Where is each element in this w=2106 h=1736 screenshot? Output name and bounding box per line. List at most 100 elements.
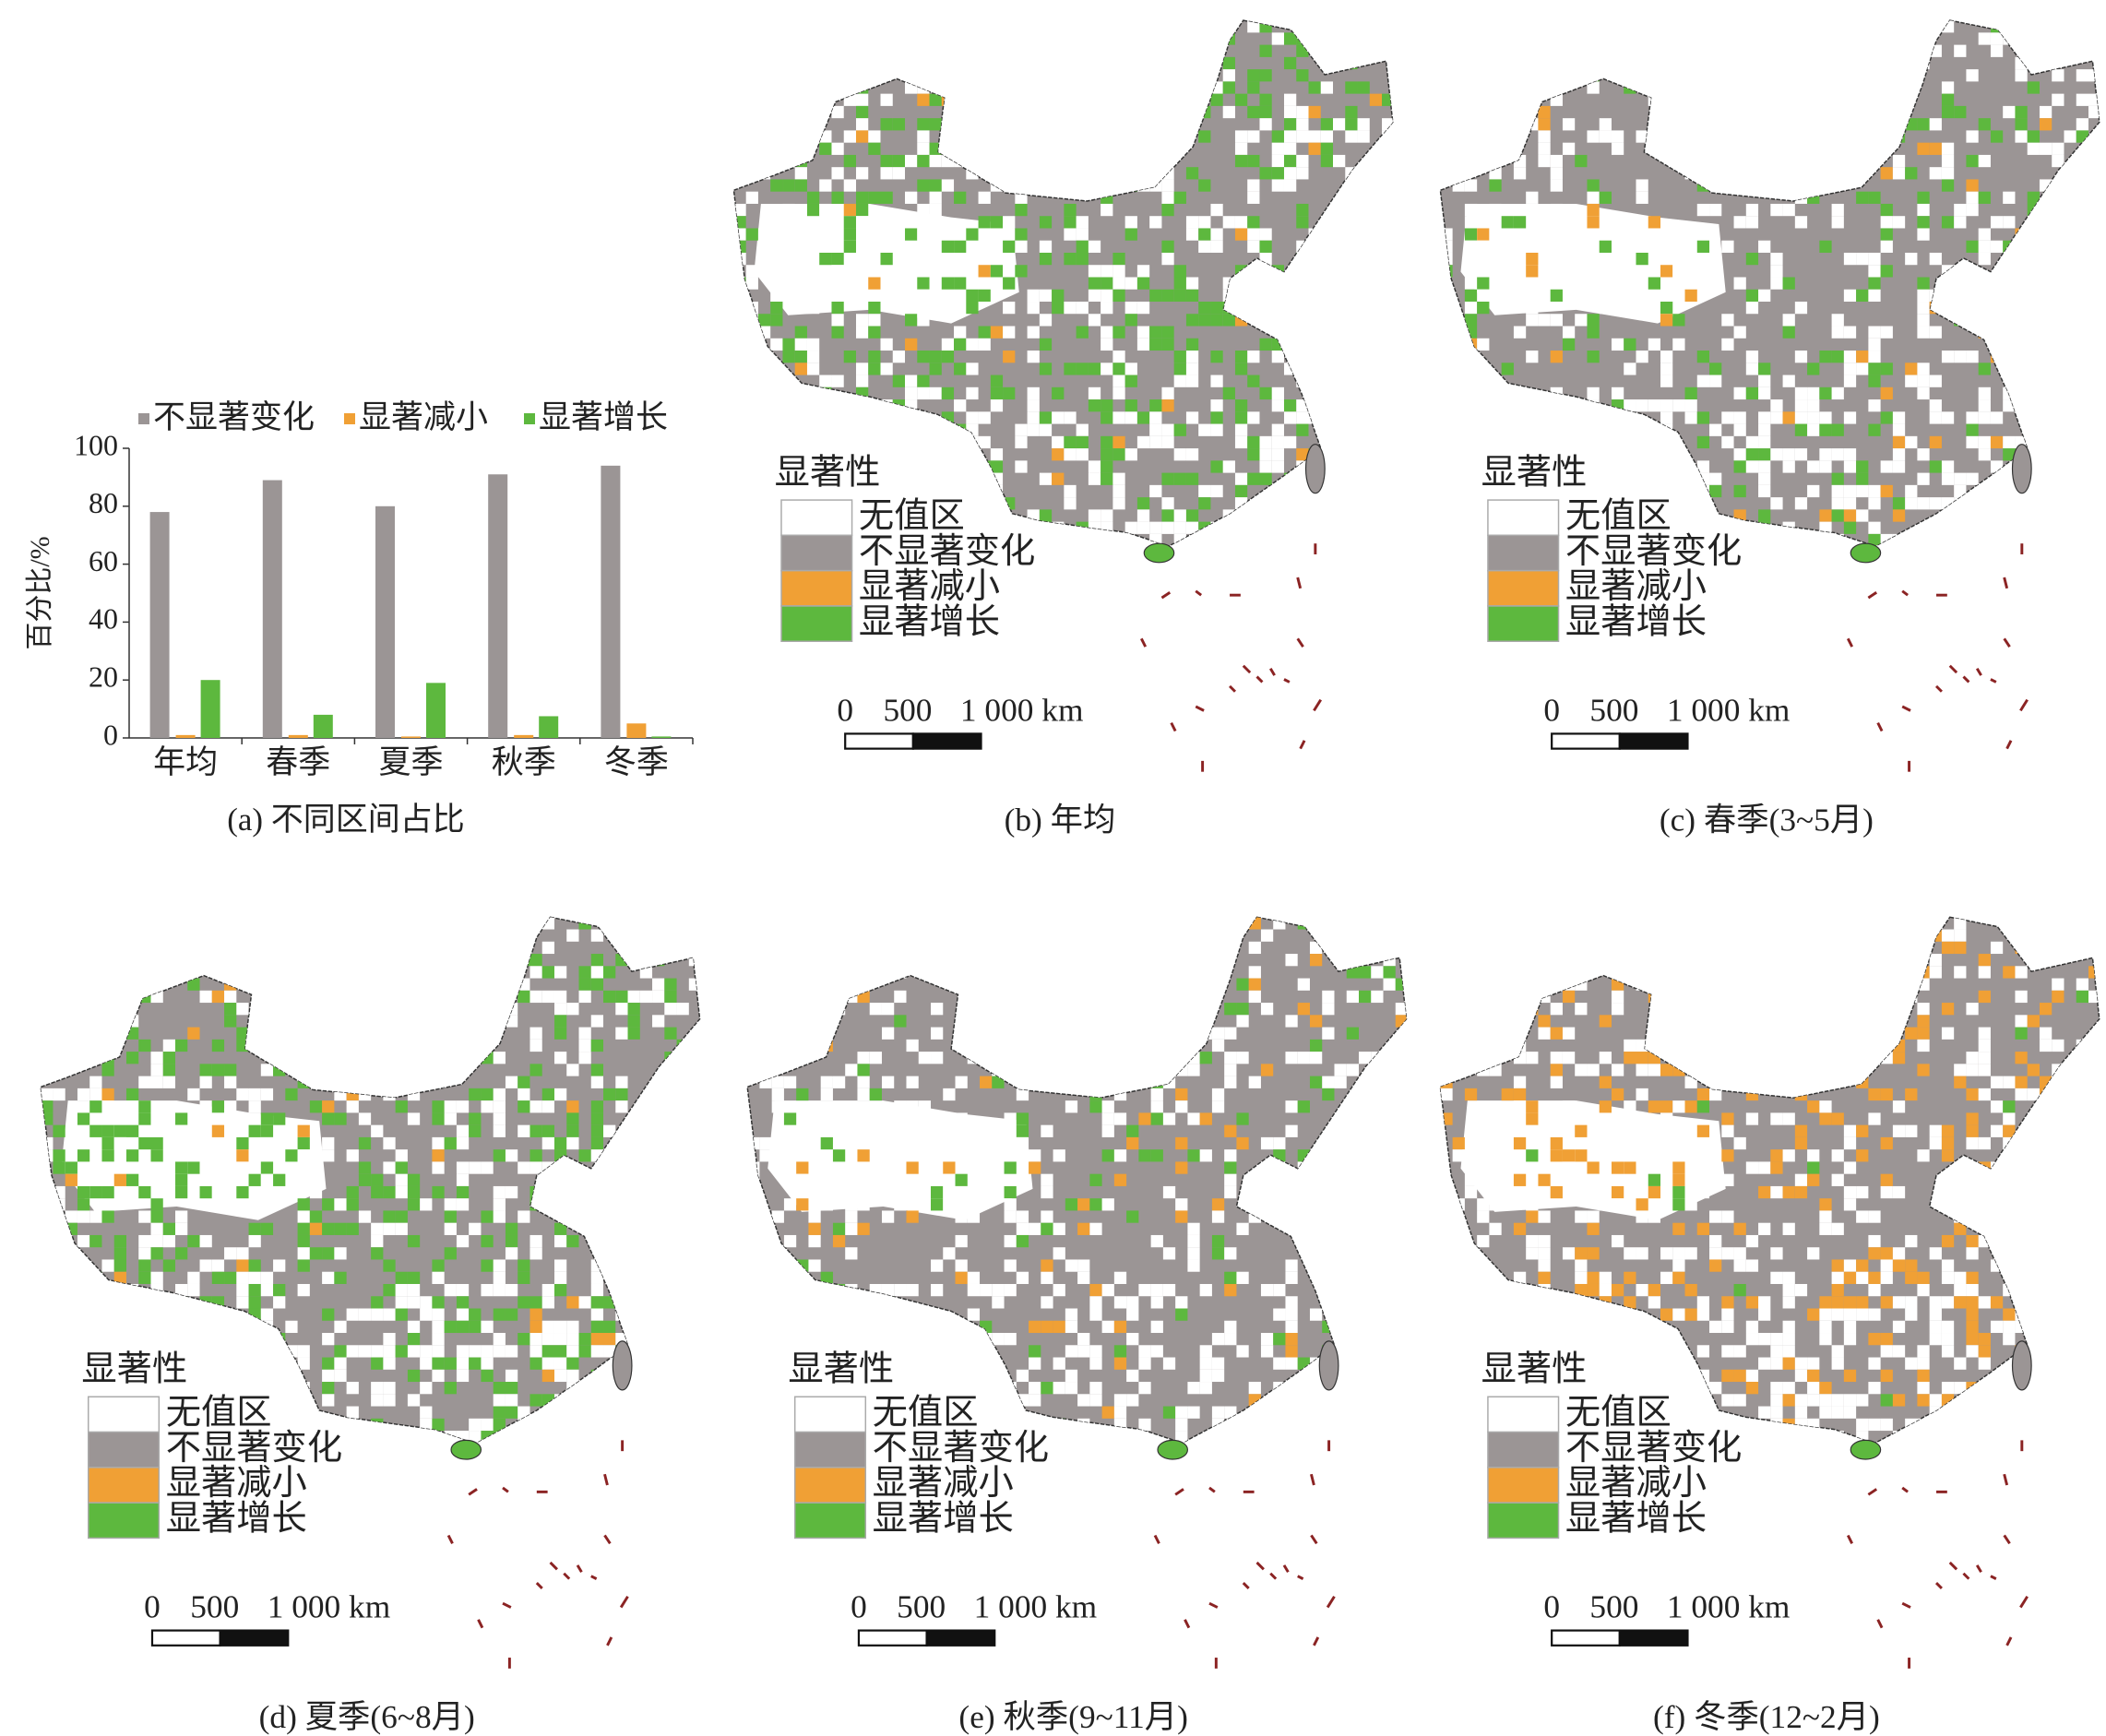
map-cell — [627, 1431, 640, 1444]
map-cell — [1382, 460, 1393, 473]
map-cell — [1161, 326, 1174, 339]
map-cell — [1782, 1064, 1795, 1076]
map-cell — [1162, 1003, 1176, 1016]
map-cell — [1173, 93, 1186, 106]
map-cell — [1819, 917, 1832, 930]
map-cell — [855, 326, 869, 339]
map-cell — [978, 289, 991, 303]
map-cell — [1089, 1222, 1102, 1235]
map-cell — [1112, 546, 1125, 547]
map-cell — [1819, 1064, 1832, 1076]
map-cell — [2003, 1418, 2016, 1432]
map-cell — [955, 1124, 968, 1137]
map-cell — [832, 1308, 846, 1321]
map-cell — [929, 351, 942, 363]
map-cell — [1248, 1173, 1261, 1186]
map-cell — [1978, 228, 1991, 241]
map-legend-swatch — [793, 1431, 867, 1468]
map-cell — [346, 1222, 359, 1235]
map-cell — [1248, 941, 1261, 955]
map-cell — [1770, 1418, 1783, 1432]
map-cell — [1161, 423, 1174, 436]
map-cell — [869, 1333, 882, 1346]
map-cell — [420, 978, 433, 991]
map-cell — [881, 1076, 895, 1088]
map-cell — [1575, 1271, 1588, 1284]
map-cell — [1076, 179, 1089, 192]
map-cell — [845, 1247, 858, 1260]
map-cell — [1917, 1369, 1930, 1383]
map-cell — [1513, 1271, 1527, 1284]
map-cell — [2076, 302, 2089, 315]
map-cell — [1322, 1076, 1335, 1088]
map-cell — [2064, 472, 2076, 485]
map-cell — [1088, 105, 1101, 119]
map-cell — [322, 1369, 335, 1383]
map-cell — [1464, 546, 1478, 547]
map-cell — [1101, 966, 1114, 979]
map-cell — [1271, 399, 1284, 412]
map-cell — [1696, 240, 1710, 253]
map-cell — [917, 179, 930, 192]
map-cell — [1224, 1320, 1237, 1334]
map-cell — [917, 423, 930, 436]
map-cell — [917, 351, 930, 363]
map-cell — [1672, 1247, 1685, 1260]
map-cell — [1003, 326, 1016, 339]
map-sea-island — [619, 1595, 629, 1609]
map-cell — [980, 1136, 993, 1150]
map-cell — [1550, 1149, 1563, 1162]
map-cell — [2052, 191, 2064, 204]
map-cell — [1599, 435, 1612, 449]
map-cell — [1234, 411, 1248, 424]
map-cell — [1334, 1271, 1347, 1284]
map-cell — [745, 314, 758, 327]
map-cell — [383, 1443, 395, 1455]
map-cell — [1550, 1333, 1563, 1346]
map-cell — [733, 497, 746, 510]
map-cell — [1794, 497, 1808, 510]
map-cell — [297, 1357, 310, 1370]
map-cell — [1136, 338, 1150, 351]
map-cell — [1359, 1431, 1372, 1444]
map-cell — [1733, 941, 1746, 955]
map-cell — [1199, 1149, 1212, 1162]
map-cell — [1185, 509, 1199, 522]
map-cell — [432, 1149, 445, 1162]
map-cell — [1599, 423, 1612, 436]
map-cell — [1452, 1027, 1465, 1040]
map-cell — [248, 1357, 261, 1370]
map-cell — [162, 1259, 176, 1272]
map-cell — [1538, 1296, 1551, 1309]
scale-label: 0 — [837, 691, 853, 728]
map-cell — [1248, 966, 1261, 979]
map-cell — [1464, 351, 1478, 363]
map-cell — [1357, 179, 1370, 192]
map-cell — [493, 1394, 506, 1407]
map-legend-label: 无值区 — [1565, 496, 1672, 535]
map-cell — [931, 1136, 944, 1150]
map-cell — [432, 990, 445, 1004]
map-cell — [1856, 1052, 1869, 1064]
map-cell — [1733, 1039, 1746, 1052]
map-cell — [1538, 978, 1551, 991]
map-cell — [1856, 351, 1869, 363]
map-cell — [1672, 1259, 1685, 1272]
map-cell — [1259, 93, 1272, 106]
map-cell — [481, 1431, 494, 1444]
map-cell — [1684, 1076, 1697, 1088]
map-cell — [1101, 1320, 1114, 1334]
map-cell — [1831, 142, 1844, 155]
map-cell — [905, 314, 918, 327]
map-cell — [819, 375, 832, 387]
map-cell — [1004, 1210, 1017, 1223]
map-cell — [855, 265, 869, 278]
map-cell — [990, 44, 1004, 57]
map-cell — [1161, 203, 1174, 217]
map-cell — [931, 1185, 944, 1199]
map-cell — [1672, 81, 1685, 94]
map-cell — [917, 277, 930, 290]
map-cell — [1929, 1320, 1942, 1334]
map-cell — [1966, 1185, 1979, 1199]
map-cell — [652, 1198, 665, 1211]
